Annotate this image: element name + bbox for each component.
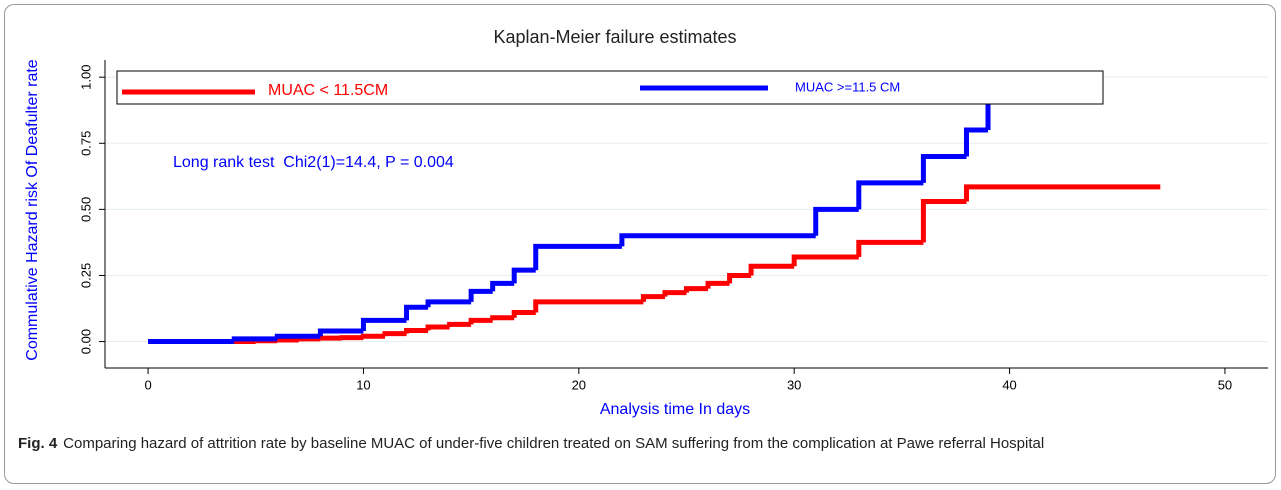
y-tick-label: 0.75	[78, 131, 93, 156]
step-segment	[533, 299, 644, 313]
step-segment	[317, 328, 364, 337]
y-tick-label: 1.00	[78, 65, 93, 90]
step-segment	[404, 327, 429, 334]
step-segment	[317, 335, 342, 341]
caption-text: Comparing hazard of attrition rate by ba…	[63, 435, 1045, 452]
step-segment	[856, 180, 924, 210]
step-segment	[748, 263, 795, 276]
step-segment	[662, 290, 687, 297]
annotation: Long rank test Chi2(1)=14.4, P = 0.004	[173, 154, 454, 171]
legend-label: MUAC < 11.5CM	[268, 82, 388, 99]
step-segment	[490, 315, 515, 321]
x-tick-label: 0	[144, 377, 151, 392]
step-segment	[425, 324, 450, 331]
legend-label: MUAC >=11.5 CM	[795, 79, 900, 94]
caption-label: Fig. 4	[18, 435, 58, 452]
step-segment	[511, 267, 536, 284]
step-segment	[382, 331, 407, 337]
step-segment	[920, 198, 967, 243]
step-segment	[231, 336, 278, 342]
step-segment	[490, 280, 515, 292]
step-segment	[727, 272, 752, 284]
y-tick-label: 0.50	[78, 197, 93, 222]
x-axis-label: Analysis time In days	[600, 401, 750, 418]
x-tick-label: 10	[356, 377, 370, 392]
step-segment	[274, 333, 321, 339]
y-axis-label: Commulative Hazard risk Of Deafulter rat…	[24, 59, 41, 361]
x-tick-label: 50	[1218, 377, 1232, 392]
step-segment	[813, 206, 859, 236]
step-segment	[339, 335, 364, 341]
step-segment	[619, 233, 816, 247]
step-segment	[705, 280, 730, 289]
chart: Kaplan-Meier failure estimates Analysis …	[24, 27, 1268, 418]
step-segment	[468, 288, 493, 302]
step-segment	[425, 299, 472, 308]
step-segment	[447, 321, 472, 328]
step-segment	[296, 336, 321, 342]
step-segment	[963, 127, 989, 157]
step-segment	[404, 304, 429, 321]
figure-frame	[4, 4, 1276, 484]
step-segment	[511, 309, 536, 318]
chart-title: Kaplan-Meier failure estimates	[493, 27, 736, 47]
step-segment	[360, 317, 407, 331]
x-tick-label: 20	[572, 377, 586, 392]
x-tick-label: 30	[787, 377, 801, 392]
x-tick-label: 40	[1002, 377, 1016, 392]
step-segment	[468, 317, 493, 325]
step-segment	[640, 294, 665, 302]
y-tick-label: 0.00	[78, 329, 93, 354]
step-segment	[360, 333, 385, 339]
caption: Fig. 4 Comparing hazard of attrition rate…	[18, 431, 1268, 457]
step-segment	[963, 184, 1161, 202]
legend-box	[116, 70, 1104, 105]
step-segment	[791, 254, 859, 267]
step-segment	[856, 239, 924, 257]
step-segment	[920, 153, 967, 183]
y-tick-label: 0.25	[78, 263, 93, 288]
step-segment	[533, 243, 622, 271]
step-segment	[274, 337, 299, 343]
step-segment	[684, 286, 709, 293]
